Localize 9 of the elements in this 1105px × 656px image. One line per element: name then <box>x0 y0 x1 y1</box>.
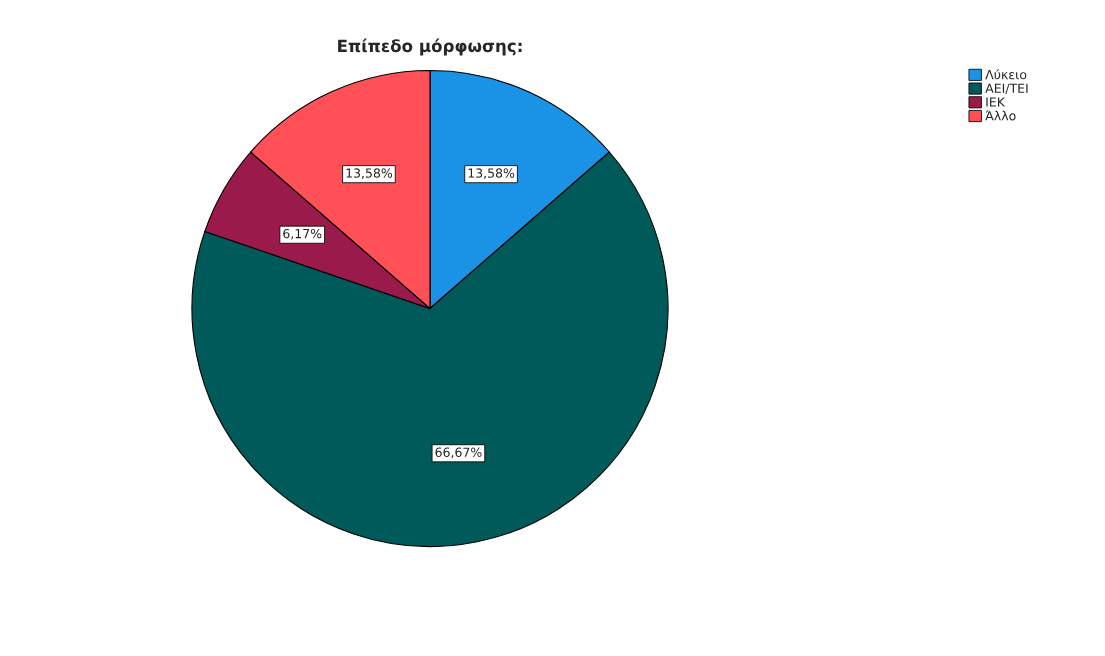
data-label: 13,58% <box>468 168 515 180</box>
legend-label: Άλλο <box>985 110 1016 121</box>
data-label: 6,17% <box>283 228 322 240</box>
chart-title: Επίπεδο μόρφωσης: <box>338 38 522 56</box>
data-label: 13,58% <box>346 168 393 180</box>
data-label: 66,67% <box>435 447 482 459</box>
legend-label: ΙΕΚ <box>986 97 1006 107</box>
legend-label: ΑΕΙ/ΤΕΙ <box>985 83 1028 95</box>
legend-label: Λύκειο <box>985 69 1027 80</box>
